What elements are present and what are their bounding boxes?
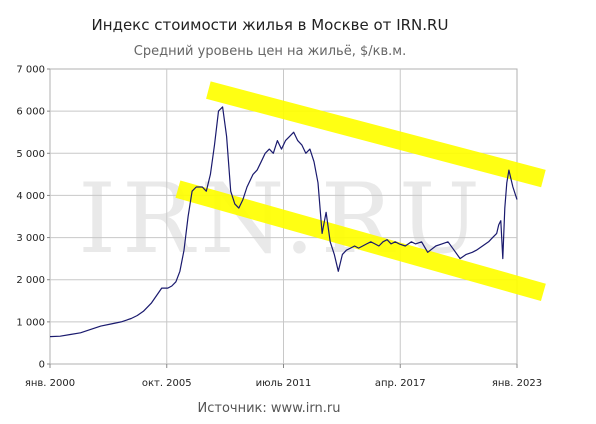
x-tick-label: июль 2011	[256, 378, 312, 389]
y-tick-label: 5 000	[16, 149, 45, 160]
y-axis: 0 1 000 2 000 3 000 4 000 5 000 6 000 7 000	[16, 65, 50, 371]
series-line-1	[49, 106, 518, 338]
chart-subtitle: Средний уровень цен на жильё, $/кв.м.	[134, 44, 406, 59]
highlight-bands	[175, 81, 546, 302]
y-tick-label: 6 000	[16, 107, 45, 118]
y-tick-label: 1 000	[16, 317, 45, 328]
x-tick-label: янв. 2000	[25, 378, 75, 389]
y-tick-label: 4 000	[16, 191, 45, 202]
series-layer	[49, 106, 518, 338]
chart-title: Индекс стоимости жилья в Москве от IRN.R…	[92, 16, 449, 34]
x-tick-label: апр. 2017	[375, 378, 426, 389]
x-axis: янв. 2000 окт. 2005 июль 2011 апр. 2017 янв.…	[25, 364, 542, 389]
y-tick-label: 7 000	[16, 65, 45, 76]
x-tick-label: окт. 2005	[142, 378, 192, 389]
y-tick-label: 3 000	[16, 233, 45, 244]
x-tick-label: янв. 2023	[492, 378, 542, 389]
y-tick-label: 0	[39, 360, 45, 371]
highlight-band-2	[175, 180, 546, 302]
chart-source: Источник: www.irn.ru	[198, 401, 341, 416]
highlight-band-1	[206, 81, 546, 188]
y-tick-label: 2 000	[16, 275, 45, 286]
